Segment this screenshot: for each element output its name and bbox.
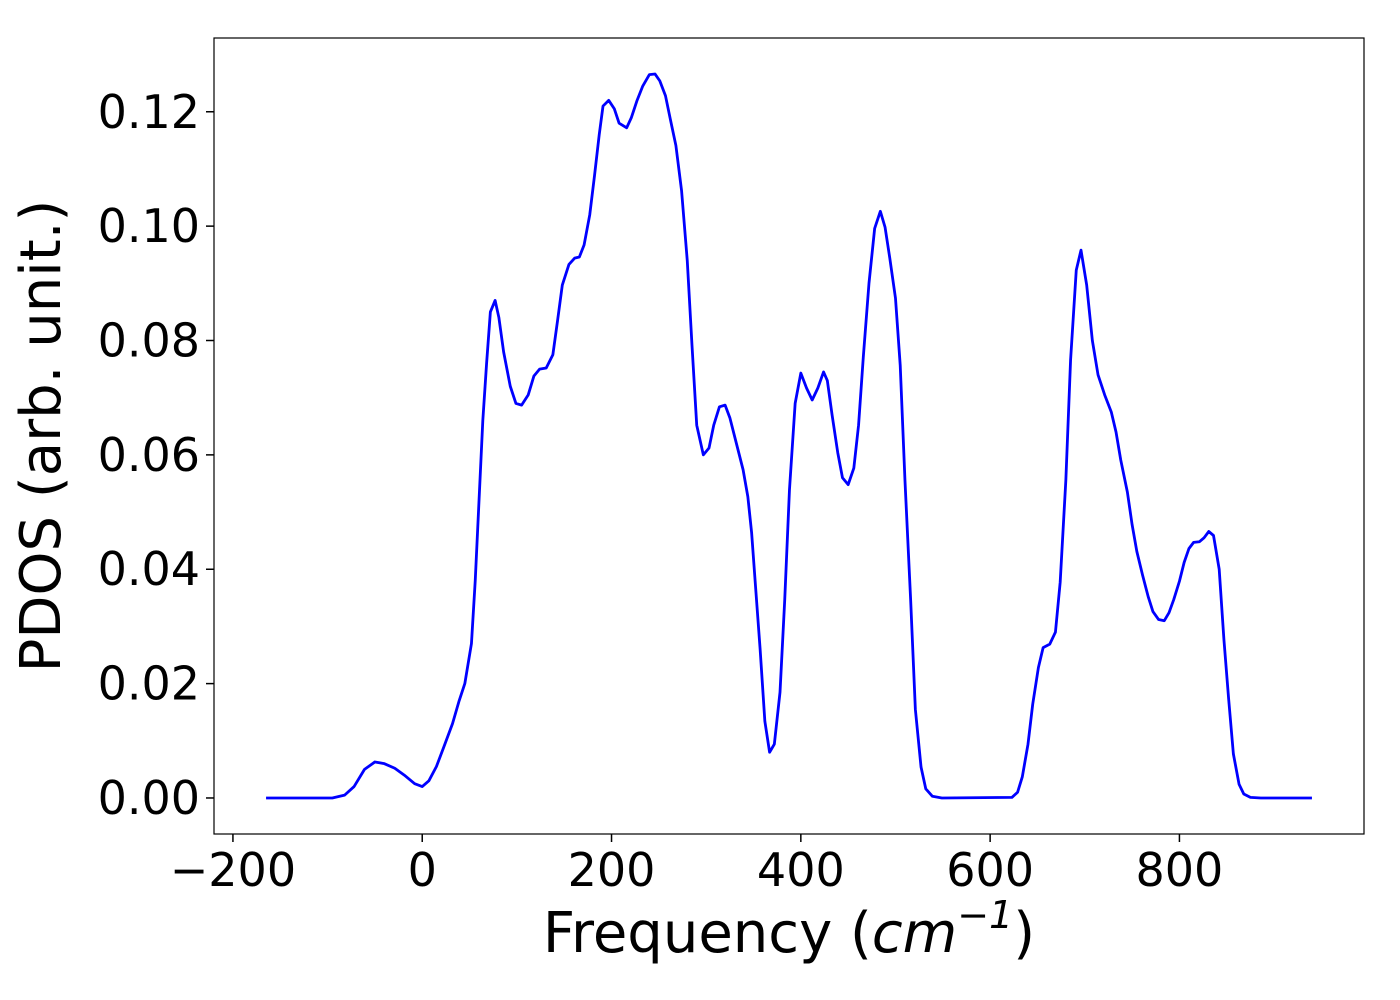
data-line xyxy=(266,72,1312,800)
y-tick-label: 0.10 xyxy=(98,199,200,253)
y-tick-label: 0.08 xyxy=(98,314,200,368)
x-tick-label: 600 xyxy=(946,843,1034,897)
x-axis-label-text: Frequency ( xyxy=(543,901,872,966)
x-axis-label-unit: cm xyxy=(872,901,957,966)
x-tick-label: 800 xyxy=(1136,843,1224,897)
x-tick-label: 200 xyxy=(568,843,656,897)
x-tick-label: −200 xyxy=(170,843,296,897)
y-tick-label: 0.06 xyxy=(98,428,200,482)
y-tick-label: 0.00 xyxy=(98,771,200,825)
plot-frame xyxy=(213,37,1365,835)
x-tick-label: 400 xyxy=(757,843,845,897)
x-axis-label-close: ) xyxy=(1013,901,1035,966)
y-tick-label: 0.02 xyxy=(98,657,200,711)
x-axis-label: Frequency (cm−1) xyxy=(543,893,1035,966)
x-tick-label: 0 xyxy=(408,843,437,897)
y-tick-label: 0.04 xyxy=(98,542,200,596)
x-axis-label-exponent: −1 xyxy=(957,893,1013,937)
y-axis-label: PDOS (arb. unit.) xyxy=(9,200,74,673)
y-tick-label: 0.12 xyxy=(98,85,200,139)
